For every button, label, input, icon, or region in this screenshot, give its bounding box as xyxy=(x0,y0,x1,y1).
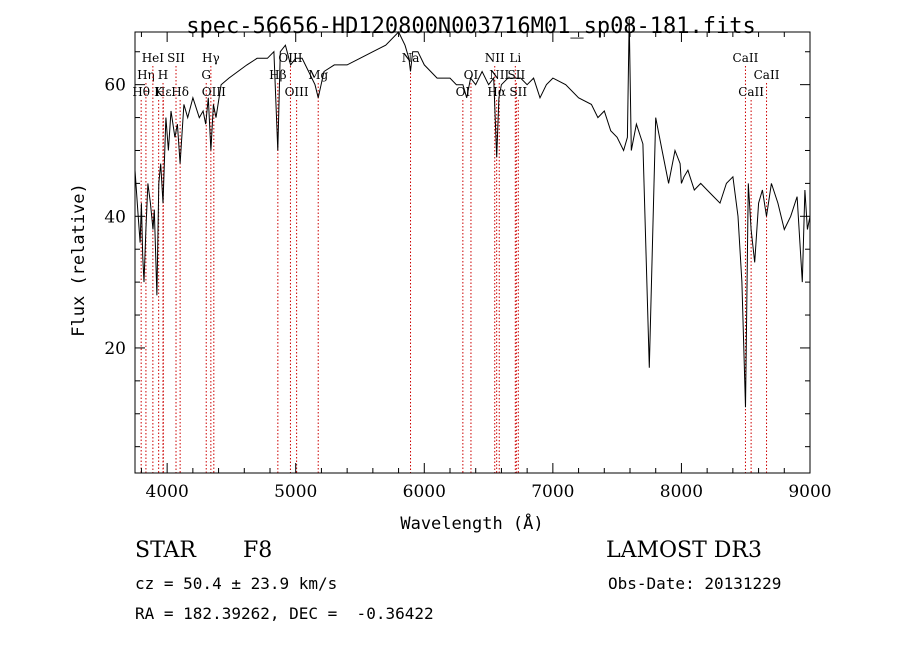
spectral-line-label: Hθ xyxy=(132,85,150,99)
spectral-line-label: Hε xyxy=(155,85,172,99)
plot-frame xyxy=(134,31,811,474)
x-tick-label: 4000 xyxy=(146,482,189,502)
spectral-line-label: Hη xyxy=(137,68,155,82)
spectral-line-label: Mg xyxy=(308,68,328,82)
y-axis-label: Flux (relative) xyxy=(69,183,89,337)
y-tick-label: 60 xyxy=(104,76,126,96)
spectral-line-label: CaII xyxy=(754,68,780,82)
spectral-line-label: Hβ xyxy=(269,68,286,82)
redshift-text: cz = 50.4 ± 23.9 km/s xyxy=(135,574,338,593)
x-tick-label: 5000 xyxy=(274,482,317,502)
spectral-line-label: CaII xyxy=(733,51,759,65)
spectral-line-label: Hδ xyxy=(171,85,189,99)
obs-date-text: Obs-Date: 20131229 xyxy=(608,574,782,593)
object-subclass: F8 xyxy=(243,538,273,563)
x-axis-label: Wavelength (Å) xyxy=(400,512,543,534)
spectral-line-label: CaII xyxy=(738,85,764,99)
spectral-line-label: OI xyxy=(464,68,479,82)
ra-dec-text: RA = 182.39262, DEC = -0.36422 xyxy=(135,604,434,623)
spectral-line-label: HeI xyxy=(142,51,165,65)
y-tick-label: 20 xyxy=(104,339,126,359)
axes: 4000 5000 6000 7000 8000 9000 20 40 60 xyxy=(104,32,832,502)
spectral-line-label: Na xyxy=(402,51,420,65)
spectral-line-label: K xyxy=(154,85,164,99)
y-tick-label: 40 xyxy=(104,207,126,227)
spectral-line-label: SII xyxy=(509,85,527,99)
spectral-line-label: OIII xyxy=(278,51,302,65)
object-class: STAR xyxy=(135,538,196,563)
spectral-line-label: NII xyxy=(489,68,509,82)
chart-title: spec-56656-HD120800N003716M01_sp08-181.f… xyxy=(186,14,756,39)
x-tick-label: 7000 xyxy=(531,482,574,502)
spectral-line-label: NII xyxy=(485,51,505,65)
survey-name: LAMOST DR3 xyxy=(606,538,762,563)
spectral-line-label: Li xyxy=(509,51,521,65)
spectral-line-label: Hγ xyxy=(202,51,220,65)
x-tick-label: 8000 xyxy=(660,482,703,502)
spectral-line-label: OIII xyxy=(285,85,309,99)
x-tick-label: 9000 xyxy=(788,482,831,502)
spectral-line-label: G xyxy=(201,68,211,82)
spectral-line-label: OIII xyxy=(202,85,226,99)
spectral-line-label: SII xyxy=(167,51,185,65)
x-tick-label: 6000 xyxy=(403,482,446,502)
spectral-line-label: H xyxy=(158,68,168,82)
spectrum-series-line xyxy=(134,18,811,408)
spectral-line-label: Hα xyxy=(487,85,506,99)
